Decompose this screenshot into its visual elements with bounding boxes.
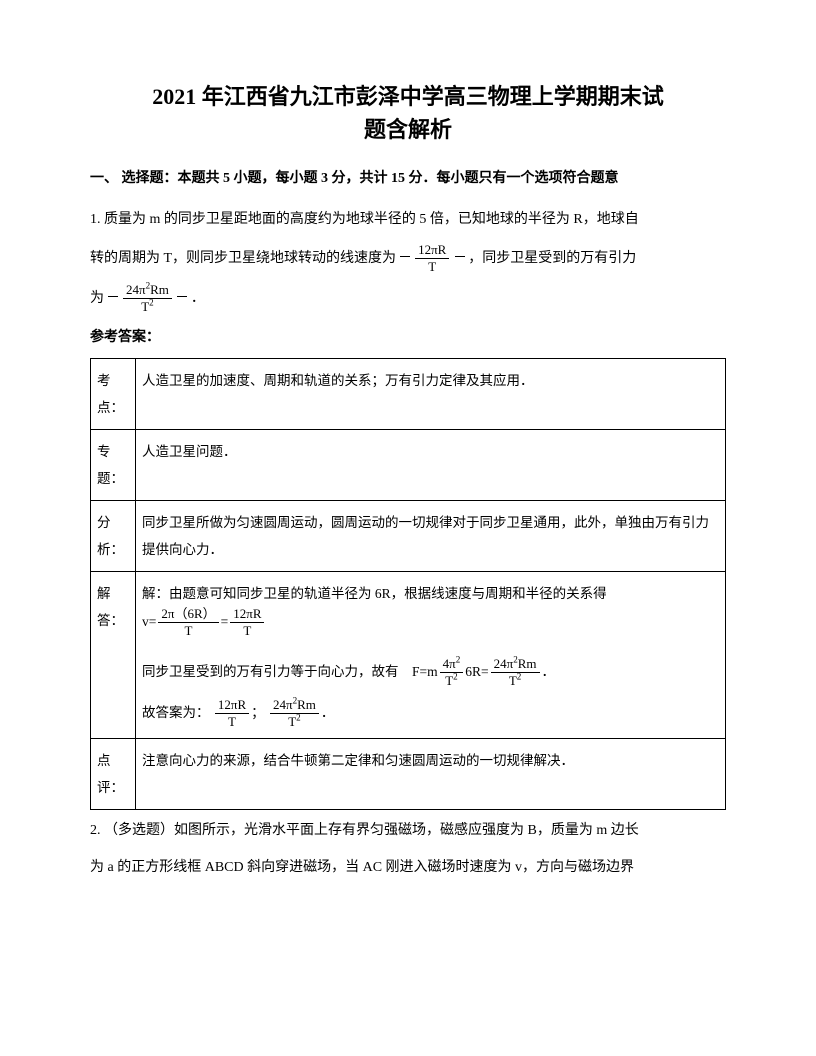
blank-underline	[177, 282, 187, 297]
table-row: 点评： 注意向心力的来源，结合牛顿第二定律和匀速圆周运动的一切规律解决．	[91, 738, 726, 809]
row-content: 注意向心力的来源，结合牛顿第二定律和匀速圆周运动的一切规律解决．	[136, 738, 726, 809]
q1-l2-text-b: ，同步卫星受到的万有引力	[468, 251, 636, 266]
spacer	[142, 639, 719, 657]
table-row: 考点： 人造卫星的加速度、周期和轨道的关系；万有引力定律及其应用．	[91, 358, 726, 429]
row-label: 专题：	[91, 429, 136, 500]
q1-l2-text-a: 转的周期为 T，则同步卫星绕地球转动的线速度为	[90, 251, 396, 266]
row-label: 分析：	[91, 500, 136, 571]
q1-l3-text-a: 为	[90, 291, 104, 306]
solve-eq-F: 同步卫星受到的万有引力等于向心力，故有 F=m4π2T26R=24π2RmT2．	[142, 657, 719, 689]
row-content: 解：由题意可知同步卫星的轨道半径为 6R，根据线速度与周期和半径的关系得 v=2…	[136, 571, 726, 738]
row-label: 解答：	[91, 571, 136, 738]
fraction: 4π2T2	[440, 657, 464, 689]
solve-answer-line: 故答案为： 12πRT； 24π2RmT2．	[142, 698, 719, 730]
row-content: 人造卫星问题．	[136, 429, 726, 500]
row-label: 点评：	[91, 738, 136, 809]
q2-line2: 为 a 的正方形线框 ABCD 斜向穿进磁场，当 AC 刚进入磁场时速度为 v，…	[90, 853, 726, 884]
frac-den: T	[415, 259, 449, 274]
blank-underline	[108, 282, 118, 297]
row-content: 人造卫星的加速度、周期和轨道的关系；万有引力定律及其应用．	[136, 358, 726, 429]
page-title: 2021 年江西省九江市彭泽中学高三物理上学期期末试 题含解析	[90, 80, 726, 146]
fraction: 12πRT	[230, 607, 264, 639]
title-line-2: 题含解析	[364, 117, 452, 142]
fraction-12piR-over-T: 12πR T	[415, 243, 449, 275]
fraction: 2π（6R）T	[158, 607, 218, 639]
fraction: 24π2RmT2	[270, 698, 319, 730]
solve-eq-v: v=2π（6R）T=12πRT	[142, 607, 719, 639]
q1-line1: 1. 质量为 m 的同步卫星距地面的高度约为地球半径的 5 倍，已知地球的半径为…	[90, 203, 726, 237]
q1-line3: 为 24π2Rm T2 ．	[90, 282, 726, 316]
fraction: 24π2RmT2	[491, 657, 540, 689]
answer-label: 参考答案：	[90, 325, 726, 352]
q1-l3-text-b: ．	[191, 291, 205, 306]
section-1-heading: 一、 选择题：本题共 5 小题，每小题 3 分，共计 15 分．每小题只有一个选…	[90, 166, 726, 193]
frac-num: 24π2Rm	[123, 283, 172, 299]
table-row: 分析： 同步卫星所做为匀速圆周运动，圆周运动的一切规律对于同步卫星通用，此外，单…	[91, 500, 726, 571]
row-content: 同步卫星所做为匀速圆周运动，圆周运动的一切规律对于同步卫星通用，此外，单独由万有…	[136, 500, 726, 571]
frac-num: 12πR	[415, 243, 449, 259]
table-row: 解答： 解：由题意可知同步卫星的轨道半径为 6R，根据线速度与周期和半径的关系得…	[91, 571, 726, 738]
solve-line-1: 解：由题意可知同步卫星的轨道半径为 6R，根据线速度与周期和半径的关系得	[142, 580, 719, 607]
blank-underline	[400, 242, 410, 257]
table-row: 专题： 人造卫星问题．	[91, 429, 726, 500]
title-line-1: 2021 年江西省九江市彭泽中学高三物理上学期期末试	[152, 84, 664, 109]
blank-underline	[455, 242, 465, 257]
fraction-24pi2Rm-over-T2: 24π2Rm T2	[123, 283, 172, 315]
answer-table: 考点： 人造卫星的加速度、周期和轨道的关系；万有引力定律及其应用． 专题： 人造…	[90, 358, 726, 810]
q1-line2: 转的周期为 T，则同步卫星绕地球转动的线速度为 12πR T ，同步卫星受到的万…	[90, 242, 726, 276]
fraction: 12πRT	[215, 698, 249, 730]
q2-line1: 2. （多选题）如图所示，光滑水平面上存有界匀强磁场，磁感应强度为 B，质量为 …	[90, 816, 726, 847]
frac-den: T2	[123, 299, 172, 314]
row-label: 考点：	[91, 358, 136, 429]
